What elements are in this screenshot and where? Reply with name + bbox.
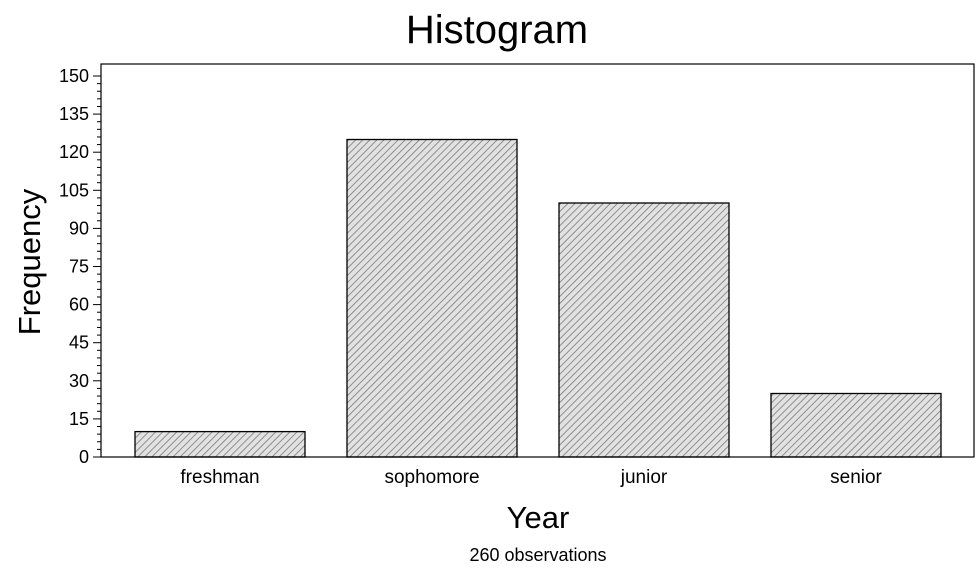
y-tick-label: 45 [69, 333, 89, 353]
observations-note: 260 observations [469, 545, 606, 565]
x-axis-label: Year [507, 500, 570, 535]
bar-freshman [134, 430, 306, 458]
y-tick-label: 150 [59, 66, 89, 86]
y-tick-label: 105 [59, 180, 89, 200]
bar-sophomore [346, 138, 518, 458]
x-tick-label: senior [830, 467, 882, 488]
y-tick-label: 60 [69, 295, 89, 315]
y-tick-label: 90 [69, 218, 89, 238]
y-axis-label: Frequency [12, 188, 47, 335]
x-tick-label: sophomore [384, 467, 479, 488]
y-tick-label: 30 [69, 371, 89, 391]
y-tick-label: 135 [59, 104, 89, 124]
y-axis-ticks: 0 15 30 45 60 75 90 105 120 135 150 [59, 66, 101, 467]
bars [134, 138, 942, 458]
y-tick-label: 15 [69, 409, 89, 429]
y-tick-label: 75 [69, 257, 89, 277]
bar-junior [558, 202, 730, 458]
y-tick-label: 120 [59, 142, 89, 162]
x-tick-label: freshman [180, 467, 259, 488]
x-tick-label: junior [620, 467, 668, 488]
bar-senior [770, 392, 942, 458]
x-axis-tick-labels: freshman sophomore junior senior [180, 467, 882, 488]
y-tick-label: 0 [79, 447, 89, 467]
plot-frame [100, 63, 975, 458]
chart-title: Histogram [406, 8, 588, 52]
